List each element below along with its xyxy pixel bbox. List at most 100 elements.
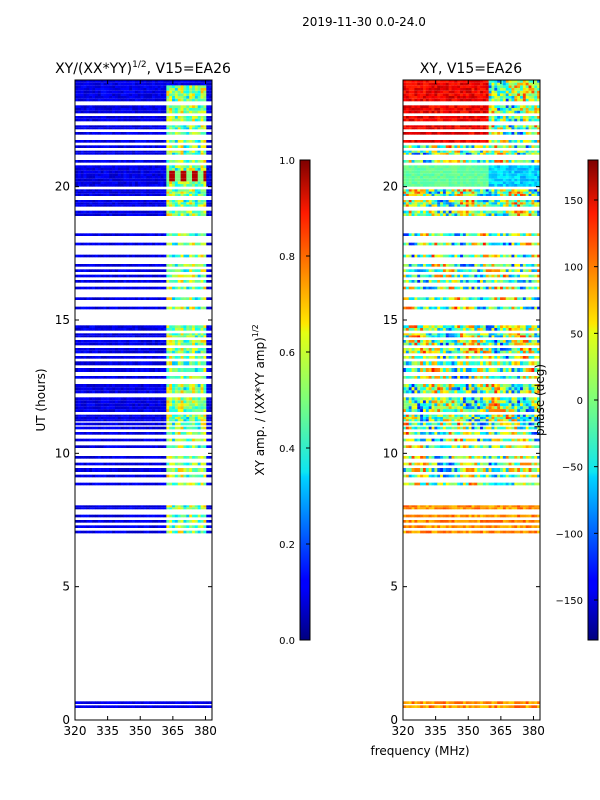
amp-heatmap-cell [137, 168, 141, 171]
phase-heatmap-cell [451, 514, 455, 518]
amp-heatmap-cell [163, 173, 167, 176]
amp-heatmap-cell [143, 193, 147, 196]
figure-title: 2019-11-30 0.0-24.0 [302, 15, 426, 29]
amp-heatmap-cell [146, 96, 150, 99]
phase-heatmap-cell [500, 462, 504, 466]
amp-heatmap-cell [112, 204, 116, 207]
amp-heatmap-cell [140, 325, 144, 328]
amp-heatmap-cell [117, 361, 121, 366]
amp-heatmap-cell [186, 335, 190, 338]
amp-heatmap-cell [89, 530, 93, 534]
phase-heatmap-cell [457, 705, 461, 708]
amp-heatmap-cell [197, 145, 201, 148]
amp-heatmap-cell [117, 168, 121, 171]
amp-heatmap-cell [97, 202, 101, 205]
phase-heatmap-cell [511, 438, 515, 442]
amp-heatmap-cell [126, 445, 130, 448]
amp-heatmap-cell [152, 160, 156, 163]
amp-heatmap-cell [140, 462, 144, 466]
amp-heatmap-cell [129, 482, 133, 486]
amp-heatmap-cell [83, 202, 87, 205]
amp-heatmap-cell [197, 409, 201, 412]
amp-heatmap-cell [174, 110, 179, 114]
amp-heatmap-cell [100, 462, 104, 466]
amplitude-panel: XY/(XX*YY)1/2, V15=EA26 320 335 350 365 3800… [34, 60, 231, 738]
amp-heatmap-cell [75, 361, 79, 366]
amp-heatmap-cell [206, 132, 210, 135]
amp-heatmap-cell [114, 269, 119, 272]
amp-heatmap-cell [180, 193, 184, 196]
amp-heatmap-cell [86, 505, 90, 508]
amp-heatmap-cell [143, 286, 147, 290]
amp-heatmap-cell [112, 160, 116, 163]
amp-heatmap-cell [172, 125, 176, 128]
amp-heatmap-cell [163, 165, 167, 168]
amp-heatmap-cell [206, 297, 210, 300]
phase-heatmap-cell [440, 705, 444, 708]
amp-heatmap-cell [169, 242, 173, 246]
amp-heatmap-cell [123, 200, 127, 203]
amp-heatmap-cell [149, 376, 153, 379]
phase-heatmap-cell [437, 445, 441, 448]
amp-heatmap-cell [154, 474, 159, 478]
amp-heatmap-cell [160, 254, 164, 258]
amp-heatmap-cell [172, 178, 176, 182]
amp-heatmap-cell [77, 462, 81, 466]
amp-heatmap-cell [180, 520, 184, 523]
amp-heatmap-cell [192, 181, 196, 184]
amp-heatmap-cell [123, 340, 127, 343]
phase-heatmap-cell [425, 701, 429, 704]
amp-heatmap-cell [100, 387, 104, 391]
amp-heatmap-cell [206, 414, 210, 417]
amp-heatmap-cell [75, 274, 79, 278]
amp-heatmap-cell [75, 168, 79, 171]
amp-heatmap-cell [134, 254, 139, 258]
amp-heatmap-cell [77, 88, 81, 91]
amp-heatmap-cell [77, 204, 81, 207]
amp-heatmap-cell [203, 118, 207, 122]
amp-heatmap-cell [163, 384, 167, 388]
amp-heatmap-cell [103, 170, 107, 174]
amp-heatmap-cell [137, 96, 141, 99]
phase-heatmap-cell [477, 507, 481, 510]
phase-heatmap-cell [454, 505, 458, 508]
amp-heatmap-cell [180, 306, 184, 310]
amp-heatmap-cell [189, 96, 193, 99]
phase-heatmap-cell [417, 520, 421, 523]
amp-heatmap-cell [203, 181, 207, 184]
amp-heatmap-cell [123, 414, 127, 417]
amp-heatmap-cell [172, 705, 176, 708]
phase-heatmap-cell [471, 507, 475, 510]
amp-heatmap-cell [169, 306, 173, 310]
amplitude-colorbar-label: XY amp. / (XX*YY amp)1/2 [251, 324, 267, 475]
amp-heatmap-cell [103, 350, 107, 354]
amp-heatmap-cell [160, 340, 164, 343]
amplitude-title-sup: 1/2 [132, 60, 146, 70]
amp-heatmap-cell [109, 118, 113, 122]
amp-heatmap-cell [126, 286, 130, 290]
amp-heatmap-cell [129, 387, 133, 391]
amp-heatmap-cell [172, 264, 176, 267]
amp-heatmap-cell [114, 422, 119, 426]
amp-heatmap-cell [160, 348, 164, 351]
amp-heatmap-cell [103, 445, 107, 448]
phase-heatmap-cell [482, 705, 487, 708]
amp-heatmap-cell [154, 132, 159, 135]
phase-heatmap-cell [502, 468, 507, 472]
amp-heatmap-cell [100, 178, 104, 182]
amp-heatmap-cell [183, 233, 187, 236]
amp-heatmap-cell [109, 178, 113, 182]
amp-heatmap-cell [126, 530, 130, 534]
amp-heatmap-cell [163, 376, 167, 379]
amp-heatmap-cell [163, 193, 167, 196]
amp-heatmap-cell [146, 125, 150, 128]
amp-heatmap-cell [77, 507, 81, 510]
amp-heatmap-cell [137, 98, 141, 102]
amp-heatmap-cell [157, 200, 161, 203]
amp-heatmap-cell [89, 202, 93, 205]
amp-heatmap-cell [83, 701, 87, 704]
amp-heatmap-cell [100, 520, 104, 523]
amp-heatmap-cell [114, 96, 119, 99]
amp-heatmap-cell [209, 108, 213, 111]
